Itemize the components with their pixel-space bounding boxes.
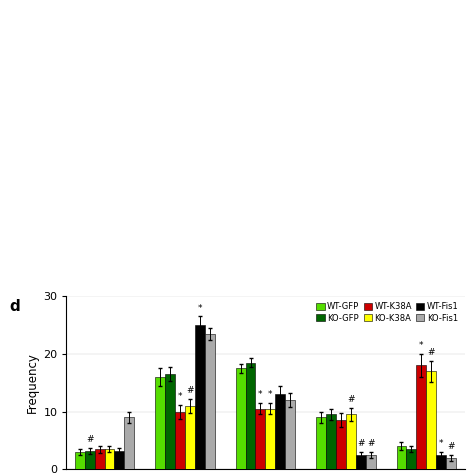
Bar — [205, 334, 215, 469]
Text: *: * — [268, 391, 273, 400]
Bar — [185, 406, 195, 469]
Bar — [416, 365, 427, 469]
Text: *: * — [439, 439, 444, 448]
Bar — [124, 418, 135, 469]
Text: #: # — [86, 436, 93, 445]
Bar — [115, 451, 124, 469]
Text: #: # — [367, 439, 374, 448]
Bar — [94, 449, 104, 469]
Text: *: * — [419, 341, 424, 350]
Text: #: # — [447, 442, 455, 451]
Bar — [366, 455, 376, 469]
Text: *: * — [198, 304, 202, 313]
Text: #: # — [186, 386, 194, 395]
Bar — [346, 414, 356, 469]
Bar — [427, 371, 437, 469]
Bar — [155, 377, 165, 469]
Bar — [255, 409, 265, 469]
Bar — [316, 418, 326, 469]
Bar — [195, 325, 205, 469]
Bar — [406, 449, 416, 469]
Bar — [265, 409, 275, 469]
Y-axis label: Frequency: Frequency — [26, 352, 39, 413]
Bar — [447, 458, 456, 469]
Bar — [175, 411, 185, 469]
Legend: WT-GFP, KO-GFP, WT-K38A, KO-K38A, WT-Fis1, KO-Fis1: WT-GFP, KO-GFP, WT-K38A, KO-K38A, WT-Fis… — [315, 301, 460, 324]
Text: *: * — [178, 392, 182, 401]
Text: #: # — [347, 395, 355, 404]
Bar — [104, 449, 115, 469]
Bar — [397, 446, 407, 469]
Bar — [165, 374, 175, 469]
Bar — [75, 452, 84, 469]
Bar — [336, 420, 346, 469]
Bar — [356, 455, 366, 469]
Bar — [236, 368, 246, 469]
Text: #: # — [428, 348, 435, 357]
Bar — [326, 414, 336, 469]
Bar — [285, 400, 295, 469]
Bar — [275, 394, 285, 469]
Bar — [84, 451, 95, 469]
Bar — [246, 363, 255, 469]
Text: d: d — [9, 299, 20, 314]
Bar — [436, 455, 447, 469]
Text: #: # — [357, 439, 365, 448]
Text: *: * — [258, 391, 263, 400]
